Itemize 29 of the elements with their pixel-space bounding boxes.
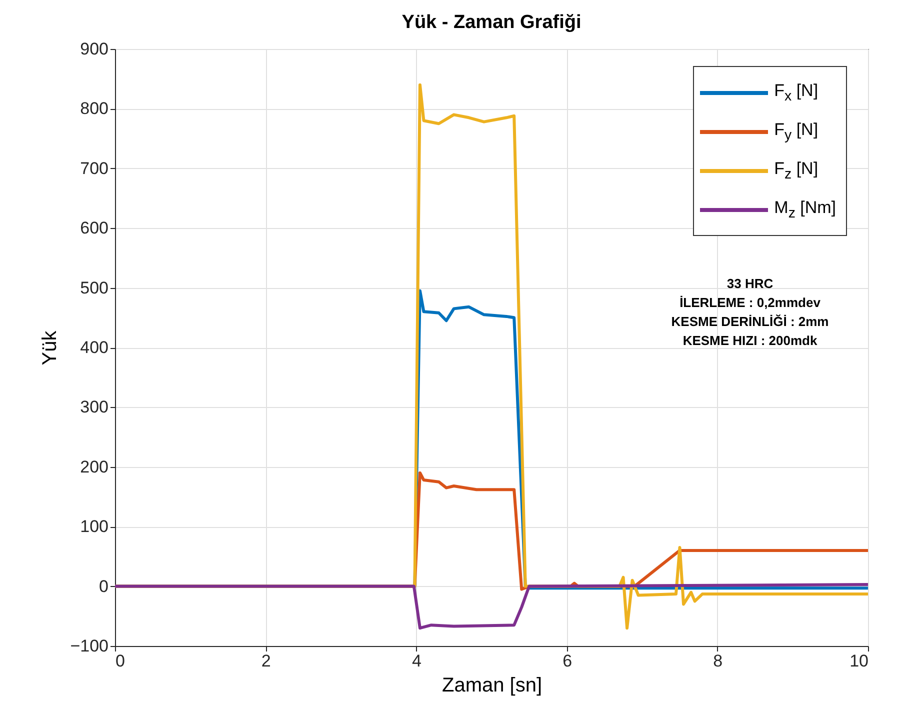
y-tick-label: 200	[80, 457, 108, 476]
x-axis-title: Zaman [sn]	[442, 674, 542, 696]
y-tick-label: 700	[80, 158, 108, 178]
y-tick-label: 900	[80, 40, 108, 58]
y-tick-label: 400	[80, 338, 108, 357]
x-tick-label: 6	[562, 652, 572, 670]
annotation: İLERLEME : 0,2mmdev	[678, 294, 822, 312]
line-series	[115, 583, 868, 630]
y-tick-label: 600	[80, 218, 108, 238]
y-tick-label: 500	[80, 278, 108, 298]
y-tick-label: 100	[80, 517, 108, 536]
legend-label: F$_{x}$ [N]	[774, 80, 818, 104]
x-tick-label: 2	[261, 652, 271, 670]
legend-label: F$_{y}$ [N]	[774, 120, 818, 144]
legend-label: M$_{z}$ [Nm]	[774, 198, 836, 222]
x-tick-label: 8	[713, 652, 723, 670]
y-tick-label: 800	[80, 99, 108, 118]
chart-title: Yük - Zaman Grafiği	[402, 12, 582, 33]
annotation: 33 HRC	[726, 275, 774, 293]
y-axis-title: Yük	[39, 330, 62, 366]
y-tick-label: 0	[99, 576, 108, 596]
annotation: KESME DERİNLİĞİ : 2mm	[670, 313, 830, 331]
x-tick-label: 4	[412, 652, 422, 670]
x-tick-label: 10	[850, 652, 868, 670]
legend-label: F$_{z}$ [N]	[774, 158, 818, 182]
annotation: KESME HIZI : 200mdk	[682, 332, 818, 350]
y-tick-label: 300	[80, 398, 108, 417]
y-tick-label: −100	[70, 636, 108, 656]
x-tick-label: 0	[116, 652, 125, 670]
